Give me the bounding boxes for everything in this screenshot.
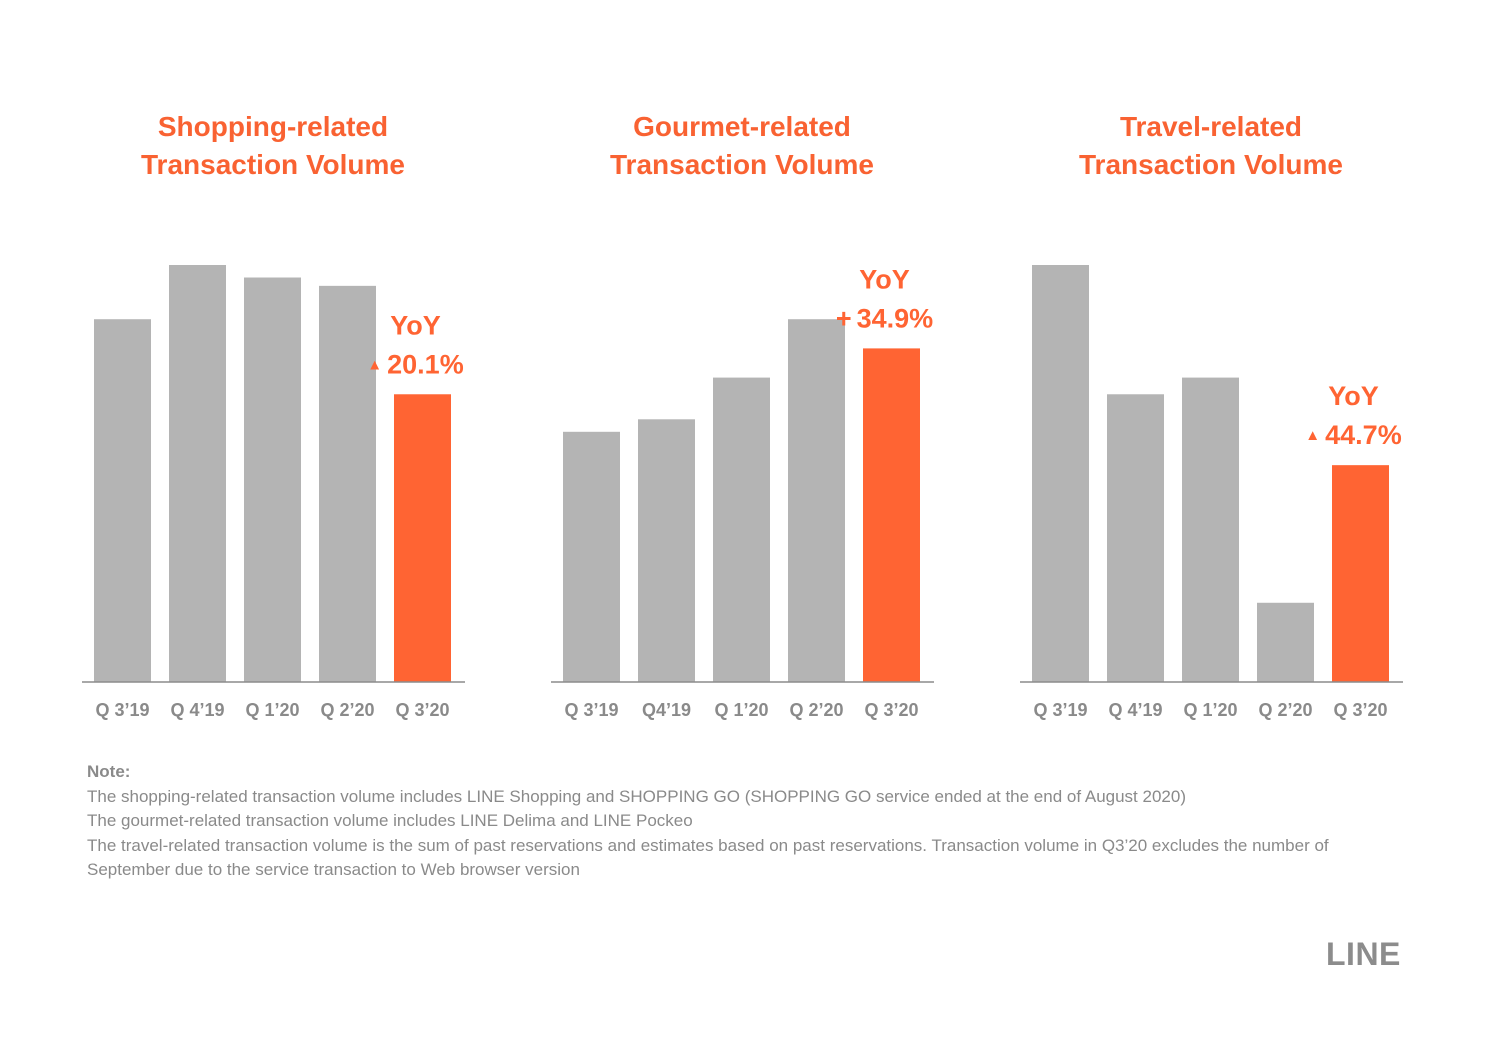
- bar: [169, 265, 226, 682]
- yoy-label: YoY: [1328, 381, 1379, 411]
- x-tick-label: Q 3’19: [1033, 700, 1087, 720]
- triangle-up-icon: ▲: [367, 356, 382, 373]
- bar-highlight: [863, 348, 920, 682]
- yoy-label: YoY: [390, 310, 441, 340]
- x-tick-label: Q 2’20: [1258, 700, 1312, 720]
- bar: [1107, 394, 1164, 682]
- chart-title: Gourmet-related Transaction Volume: [502, 108, 982, 184]
- note-line: The travel-related transaction volume is…: [87, 835, 1329, 880]
- bar: [563, 431, 620, 682]
- chart-title-line-2: Transaction Volume: [610, 149, 874, 180]
- yoy-change: ▲ 44.7%: [1305, 420, 1401, 450]
- x-tick-label: Q 2’20: [320, 700, 374, 720]
- bar: [638, 419, 695, 682]
- x-tick-label: Q 3’19: [564, 700, 618, 720]
- bar: [94, 319, 151, 682]
- chart-title-line-1: Travel-related: [1119, 111, 1303, 142]
- bar: [1182, 377, 1239, 682]
- yoy-value: 44.7%: [1325, 420, 1402, 450]
- x-tick-label: Q4’19: [642, 700, 691, 720]
- chart-shopping: Shopping-related Transaction Volume Q 3’…: [33, 0, 513, 740]
- yoy-change: ▲ 20.1%: [367, 349, 463, 379]
- bar: [1257, 602, 1314, 682]
- plus-icon: +: [836, 303, 852, 333]
- chart-title-line-1: Shopping-related: [157, 111, 389, 142]
- x-tick-label: Q 1’20: [1183, 700, 1237, 720]
- x-tick-label: Q 3’20: [1333, 700, 1387, 720]
- chart-title: Travel-related Transaction Volume: [971, 108, 1451, 184]
- x-tick-label: Q 3’19: [95, 700, 149, 720]
- bar: [713, 377, 770, 682]
- x-tick-label: Q 3’20: [864, 700, 918, 720]
- triangle-up-icon: ▲: [1305, 427, 1320, 444]
- yoy-value: 20.1%: [387, 349, 464, 379]
- x-tick-label: Q 1’20: [245, 700, 299, 720]
- chart-title-line-1: Gourmet-related: [633, 111, 851, 142]
- notes: Note: The shopping-related transaction v…: [87, 760, 1397, 883]
- chart-travel: Travel-related Transaction Volume Q 3’19…: [971, 0, 1451, 740]
- x-tick-label: Q 3’20: [395, 700, 449, 720]
- chart-plot: Q 3’19 Q 4’19 Q 1’20 Q 2’20 Q 3’20 YoY ▲ 44.7%: [1020, 265, 1403, 720]
- chart-title: Shopping-related Transaction Volume: [33, 108, 513, 184]
- x-tick-label: Q 2’20: [789, 700, 843, 720]
- yoy-change: +34.9%: [836, 303, 933, 333]
- x-tick-label: Q 1’20: [714, 700, 768, 720]
- note-line: The shopping-related transaction volume …: [87, 786, 1186, 806]
- chart-title-line-2: Transaction Volume: [1079, 149, 1343, 180]
- bar: [319, 285, 376, 682]
- bar: [788, 319, 845, 682]
- note-line: The gourmet-related transaction volume i…: [87, 811, 693, 831]
- chart-plot: Q 3’19 Q 4’19 Q 1’20 Q 2’20 Q 3’20 YoY ▲ 20.1%: [82, 265, 465, 720]
- line-logo: LINE: [1326, 936, 1401, 972]
- bar-highlight: [394, 394, 451, 682]
- bar: [244, 277, 301, 682]
- note-title: Note:: [87, 762, 131, 781]
- x-tick-label: Q 4’19: [1108, 700, 1162, 720]
- chart-gourmet: Gourmet-related Transaction Volume Q 3’1…: [502, 0, 982, 740]
- yoy-value: 34.9%: [857, 303, 934, 333]
- x-tick-label: Q 4’19: [170, 700, 224, 720]
- bar: [1032, 265, 1089, 682]
- bar-highlight: [1332, 465, 1389, 682]
- chart-title-line-2: Transaction Volume: [141, 149, 405, 180]
- yoy-label: YoY: [859, 264, 910, 294]
